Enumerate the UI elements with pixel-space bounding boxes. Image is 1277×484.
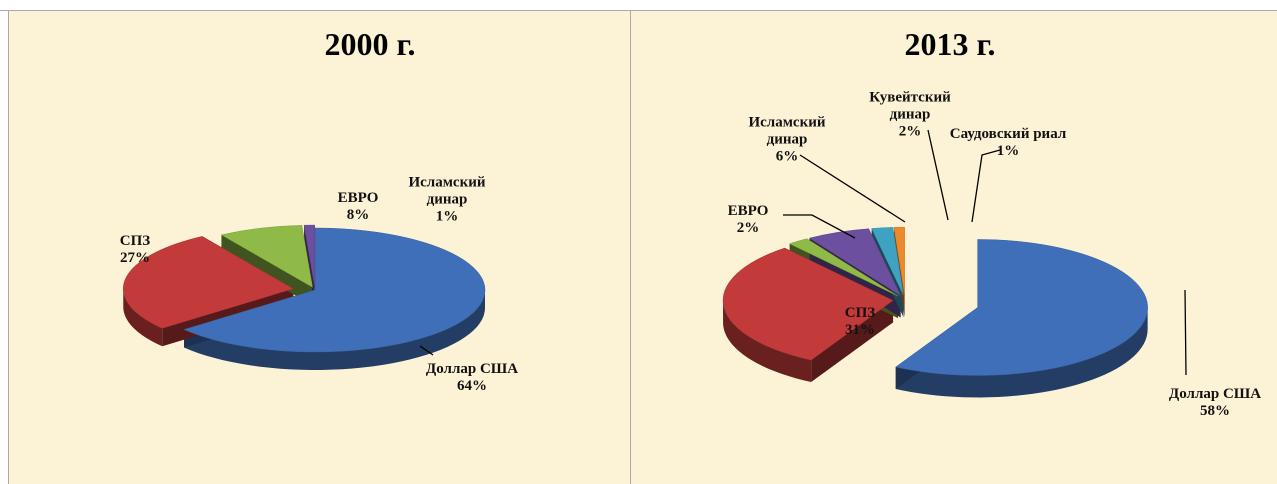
leader-line bbox=[799, 154, 906, 223]
slice bbox=[303, 224, 315, 288]
slice-side bbox=[184, 290, 485, 370]
leader-line bbox=[783, 214, 856, 239]
category-label: ЕВРО bbox=[337, 190, 379, 206]
slice bbox=[788, 238, 899, 297]
slice bbox=[123, 236, 294, 329]
category-label: ЕВРО bbox=[727, 203, 769, 219]
category-label: Доллар США bbox=[425, 361, 519, 377]
value-label: 58% bbox=[1200, 403, 1230, 419]
leader-line bbox=[927, 129, 949, 221]
data-label: СПЗ 27% bbox=[75, 233, 195, 267]
data-label: Кувейтский динар 2% bbox=[850, 90, 970, 141]
category-label: Доллар США bbox=[1168, 386, 1262, 402]
leader-lines bbox=[419, 129, 1187, 376]
data-label: Доллар США 58% bbox=[1155, 386, 1275, 420]
category-label: Исламский динар bbox=[748, 114, 826, 148]
value-label: 6% bbox=[775, 148, 799, 165]
slice-side bbox=[895, 307, 1148, 398]
data-label: Исламский динар 6% bbox=[727, 115, 847, 166]
value-label: 31% bbox=[845, 322, 875, 338]
value-label: 1% bbox=[435, 208, 459, 225]
slice-edge bbox=[811, 300, 894, 383]
slice bbox=[808, 228, 902, 297]
value-label: 2% bbox=[736, 220, 760, 236]
slice bbox=[871, 227, 904, 296]
slice bbox=[893, 226, 905, 296]
leader-line bbox=[971, 149, 1001, 223]
category-label: СПЗ bbox=[844, 305, 876, 321]
value-label: 8% bbox=[346, 207, 370, 223]
value-label: 64% bbox=[457, 378, 487, 394]
category-label: Исламский динар bbox=[408, 174, 486, 208]
category-label: Саудовский риал bbox=[949, 126, 1067, 142]
data-label: Саудовский риал 1% bbox=[948, 126, 1068, 160]
data-label: Исламский динар 1% bbox=[387, 175, 507, 226]
slice-side bbox=[123, 288, 163, 347]
value-label: 1% bbox=[996, 143, 1020, 159]
leader-line bbox=[419, 345, 434, 356]
data-label: ЕВРО 8% bbox=[298, 190, 418, 224]
value-label: 27% bbox=[120, 250, 150, 266]
slice-side bbox=[723, 300, 812, 383]
slice bbox=[895, 239, 1148, 376]
value-label: 2% bbox=[898, 123, 922, 140]
category-label: СПЗ bbox=[119, 233, 151, 249]
slice bbox=[722, 247, 894, 361]
data-label: СПЗ 31% bbox=[800, 305, 920, 339]
data-label: ЕВРО 2% bbox=[688, 203, 808, 237]
category-label: Кувейтский динар bbox=[869, 89, 951, 123]
chart-title: 2000 г. bbox=[325, 26, 416, 62]
leader-line bbox=[1184, 289, 1187, 376]
slice bbox=[183, 227, 486, 353]
chart-title: 2013 г. bbox=[905, 26, 996, 62]
data-label: Доллар США 64% bbox=[412, 361, 532, 395]
slice bbox=[220, 225, 313, 288]
